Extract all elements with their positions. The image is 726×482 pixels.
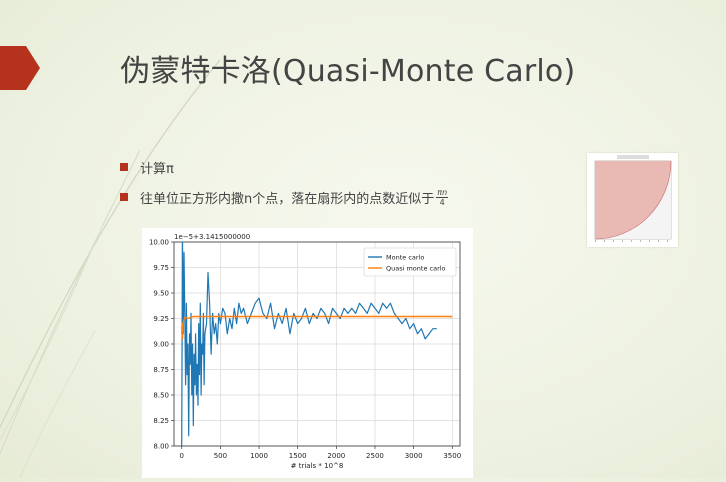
- x-tick-label: 500: [214, 452, 227, 460]
- axis-offset-label: 1e−5+3.1415000000: [174, 233, 250, 241]
- fraction-denominator: 4: [439, 197, 445, 207]
- y-tick-label: 9.00: [153, 341, 169, 349]
- y-tick-label: 8.25: [153, 417, 169, 425]
- series-line-quasi-monte-carlo: [181, 315, 453, 340]
- bullet-item: 往单位正方形内撒n个点，落在扇形内的点数近似于 πn 4: [120, 182, 449, 212]
- bullet-text: 计算π: [140, 161, 174, 177]
- bullet-marker-icon: [120, 163, 128, 171]
- legend-box: [363, 247, 457, 277]
- quarter-circle-scatter-thumbnail: [587, 153, 678, 247]
- y-tick-label: 9.75: [153, 264, 169, 272]
- y-tick-label: 8.50: [153, 392, 169, 400]
- x-tick-label: 3500: [443, 452, 461, 460]
- x-tick-label: 3000: [405, 452, 423, 460]
- y-tick-label: 9.25: [153, 315, 169, 323]
- x-tick-label: 2500: [366, 452, 384, 460]
- bullet-list: 计算π 往单位正方形内撒n个点，落在扇形内的点数近似于 πn 4: [120, 152, 449, 212]
- bullet-marker-icon: [120, 193, 128, 201]
- chart-panel: 0 500 1000 1500 2000 2500 3000 3500 8.00 8.25 8.50…: [142, 228, 473, 478]
- bullet-item: 计算π: [120, 152, 448, 182]
- fraction: πn 4: [436, 187, 449, 207]
- y-tick-label: 8.75: [153, 366, 169, 374]
- bullet-text: 往单位正方形内撒n个点，落在扇形内的点数近似于: [140, 191, 435, 207]
- title-arrow-tab: [0, 46, 40, 90]
- legend-label: Monte carlo: [386, 254, 424, 262]
- fraction-numerator: πn: [436, 187, 449, 198]
- y-tick-label: 8.00: [153, 443, 169, 451]
- scatter-thumbnail-image: [594, 155, 672, 242]
- series-line-monte-carlo: [181, 241, 437, 447]
- y-tick-label: 9.50: [153, 290, 169, 298]
- slide-title: 伪蒙特卡洛(Quasi-Monte Carlo): [120, 54, 576, 89]
- legend-label: Quasi monte carlo: [386, 265, 446, 273]
- x-axis-label: # trials * 10^8: [291, 462, 344, 470]
- x-tick-label: 2000: [327, 452, 345, 460]
- x-tick-label: 1500: [289, 452, 307, 460]
- x-tick-label: 0: [179, 452, 183, 460]
- convergence-line-chart: 0 500 1000 1500 2000 2500 3000 3500 8.00 8.25 8.50…: [149, 233, 461, 470]
- x-tick-label: 1000: [250, 452, 268, 460]
- y-tick-label: 10.00: [149, 239, 169, 247]
